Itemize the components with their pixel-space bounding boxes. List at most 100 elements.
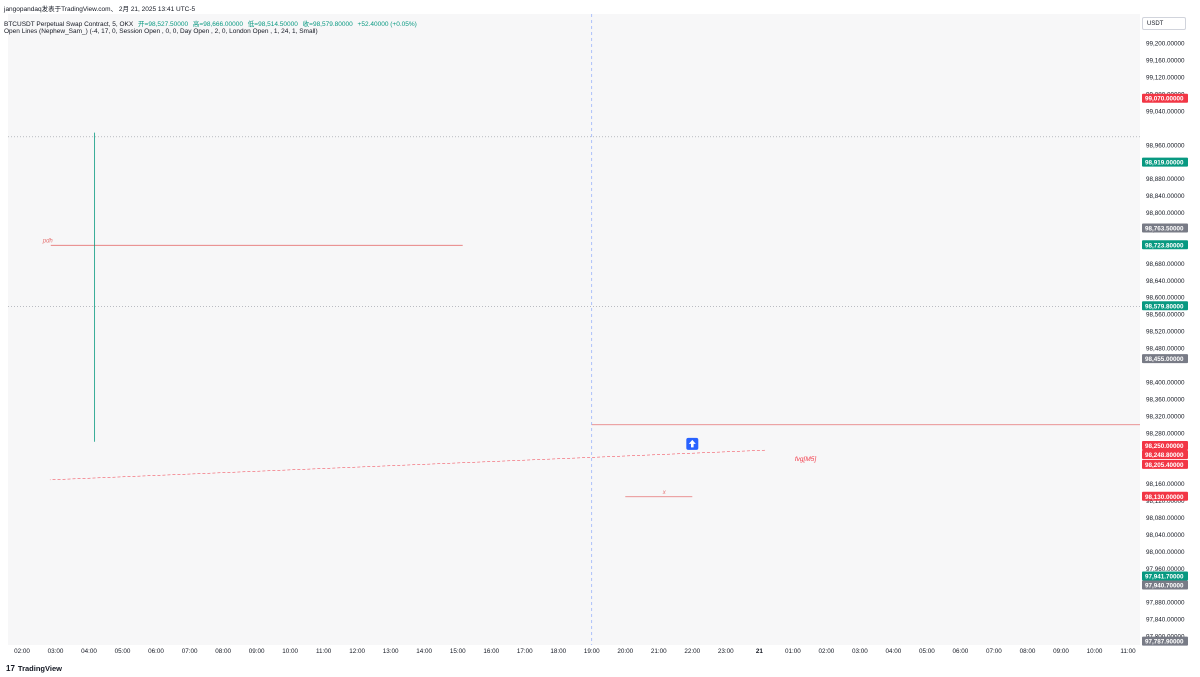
price-tick: 99,120.00000: [1146, 75, 1185, 82]
price-axis[interactable]: 99,240.0000099,200.0000099,160.0000099,1…: [1146, 24, 1185, 641]
level-lines: [8, 14, 1140, 645]
time-tick: 03:00: [48, 648, 64, 655]
price-tick: 98,320.00000: [1146, 413, 1185, 420]
price-label-text: 97,941.70000: [1145, 574, 1184, 581]
time-tick: 07:00: [182, 648, 198, 655]
price-tick: 98,560.00000: [1146, 312, 1185, 319]
time-tick: 02:00: [818, 648, 834, 655]
price-tick: 98,520.00000: [1146, 329, 1185, 336]
price-tick: 98,400.00000: [1146, 379, 1185, 386]
time-tick: 10:00: [1087, 648, 1103, 655]
price-tick: 99,040.00000: [1146, 108, 1185, 115]
price-tick: 98,960.00000: [1146, 142, 1185, 149]
time-tick: 06:00: [148, 648, 164, 655]
price-label-box: [1142, 449, 1188, 459]
price-label-text: 97,787.90000: [1145, 639, 1184, 646]
time-tick: 12:00: [349, 648, 365, 655]
price-label-box: [1142, 491, 1188, 501]
price-tick: 98,600.00000: [1146, 295, 1185, 302]
price-label-box: [1142, 240, 1188, 250]
time-tick: 22:00: [684, 648, 700, 655]
price-label-box: [1142, 354, 1188, 364]
time-tick: 04:00: [81, 648, 97, 655]
indicator-legend[interactable]: Open Lines (Nephew_Sam_) (-4, 17, 0, Ses…: [4, 28, 321, 35]
time-tick: 05:00: [115, 648, 131, 655]
time-axis[interactable]: 02:00 03:00 04:00 05:00 06:00 07:00 08:00 09:00…: [14, 648, 1136, 655]
price-tick: 97,880.00000: [1146, 600, 1185, 607]
time-tick: 14:00: [416, 648, 432, 655]
ohlc-low: 低=98,514.50000: [247, 21, 298, 28]
time-tick: 16:00: [483, 648, 499, 655]
price-label-text: 99,070.00000: [1145, 96, 1184, 103]
time-tick: 21: [756, 648, 764, 655]
x-label: x: [662, 490, 667, 496]
price-label-text: 98,205.40000: [1145, 462, 1184, 469]
price-label-box: [1142, 459, 1188, 469]
price-label-box: [1142, 93, 1188, 103]
price-label-box: [1142, 157, 1188, 167]
pdh-label: pdh: [42, 238, 54, 244]
price-label-text: 98,250.00000: [1145, 443, 1184, 450]
ohlc-high: 高=98,666.00000: [192, 21, 243, 28]
price-tick: 97,840.00000: [1146, 617, 1185, 624]
price-axis-background[interactable]: [1140, 14, 1200, 645]
time-tick: 04:00: [886, 648, 902, 655]
price-label-text: 97,940.70000: [1145, 583, 1184, 590]
annotations-group: pdh x fvg[M5]: [42, 238, 817, 495]
time-tick: 17:00: [517, 648, 533, 655]
price-label-text: 98,130.00000: [1145, 494, 1184, 501]
price-tick: 99,200.00000: [1146, 41, 1185, 48]
time-tick: 01:00: [785, 648, 801, 655]
time-tick: 08:00: [215, 648, 231, 655]
price-label-text: 98,579.80000: [1145, 303, 1184, 310]
time-tick: 10:00: [282, 648, 298, 655]
price-tick: 98,360.00000: [1146, 396, 1185, 403]
publisher-line: jangopandaq发表于TradingView.com、 2月 21, 20…: [4, 3, 198, 13]
time-tick: 07:00: [986, 648, 1002, 655]
time-axis-background[interactable]: [8, 645, 1140, 659]
time-tick: 21:00: [651, 648, 667, 655]
price-tick: 98,080.00000: [1146, 515, 1185, 522]
price-label-text: 98,763.50000: [1145, 225, 1184, 232]
time-tick: 08:00: [1020, 648, 1036, 655]
price-label-text: 98,455.00000: [1145, 356, 1184, 363]
time-tick: 09:00: [249, 648, 265, 655]
time-tick: 18:00: [550, 648, 566, 655]
price-tick: 98,000.00000: [1146, 549, 1185, 556]
price-label-box: [1142, 571, 1188, 581]
time-tick: 19:00: [584, 648, 600, 655]
time-tick: 20:00: [617, 648, 633, 655]
time-tick: 11:00: [316, 648, 332, 655]
price-tick: 98,880.00000: [1146, 176, 1185, 183]
indicator-text[interactable]: Open Lines (Nephew_Sam_) (-4, 17, 0, Ses…: [4, 28, 318, 35]
price-label-box: [1142, 636, 1188, 646]
price-tick: 98,840.00000: [1146, 193, 1185, 200]
symbol-name[interactable]: BTCUSDT Perpetual Swap Contract, 5, OKX: [4, 21, 134, 28]
currency-label[interactable]: USDT: [1142, 17, 1186, 30]
price-tick: 98,040.00000: [1146, 532, 1185, 539]
tradingview-wordmark: TradingView: [17, 664, 62, 673]
price-label-text: 98,248.80000: [1145, 452, 1184, 459]
time-tick: 03:00: [852, 648, 868, 655]
price-tick: 99,160.00000: [1146, 58, 1185, 65]
price-tick: 98,480.00000: [1146, 346, 1185, 353]
price-tick: 98,680.00000: [1146, 261, 1185, 268]
time-tick: 13:00: [383, 648, 399, 655]
symbol-legend[interactable]: BTCUSDT Perpetual Swap Contract, 5, OKX …: [4, 18, 420, 28]
price-label-box: [1142, 301, 1188, 311]
fvg-label: fvg[M5]: [795, 456, 817, 463]
price-tick: 98,640.00000: [1146, 278, 1185, 285]
price-tick: 97,960.00000: [1146, 566, 1185, 573]
ohlc-change: +52.40000 (+0.05%): [357, 21, 417, 28]
price-labels: 99,070.00000 98,919.00000 98,763.50000 98,7…: [1142, 93, 1188, 646]
tradingview-logo-icon: 17: [6, 664, 15, 673]
price-tick: 98,800.00000: [1146, 210, 1185, 217]
price-tick: 98,160.00000: [1146, 481, 1185, 488]
ohlc-open: 开=98,527.50000: [138, 21, 189, 28]
ohlc-close: 收=98,579.80000: [302, 21, 353, 28]
time-tick: 06:00: [953, 648, 969, 655]
tradingview-brand: 17 TradingView: [6, 664, 62, 673]
time-tick: 05:00: [919, 648, 935, 655]
publisher-text: jangopandaq发表于TradingView.com、 2月 21, 20…: [4, 6, 196, 13]
